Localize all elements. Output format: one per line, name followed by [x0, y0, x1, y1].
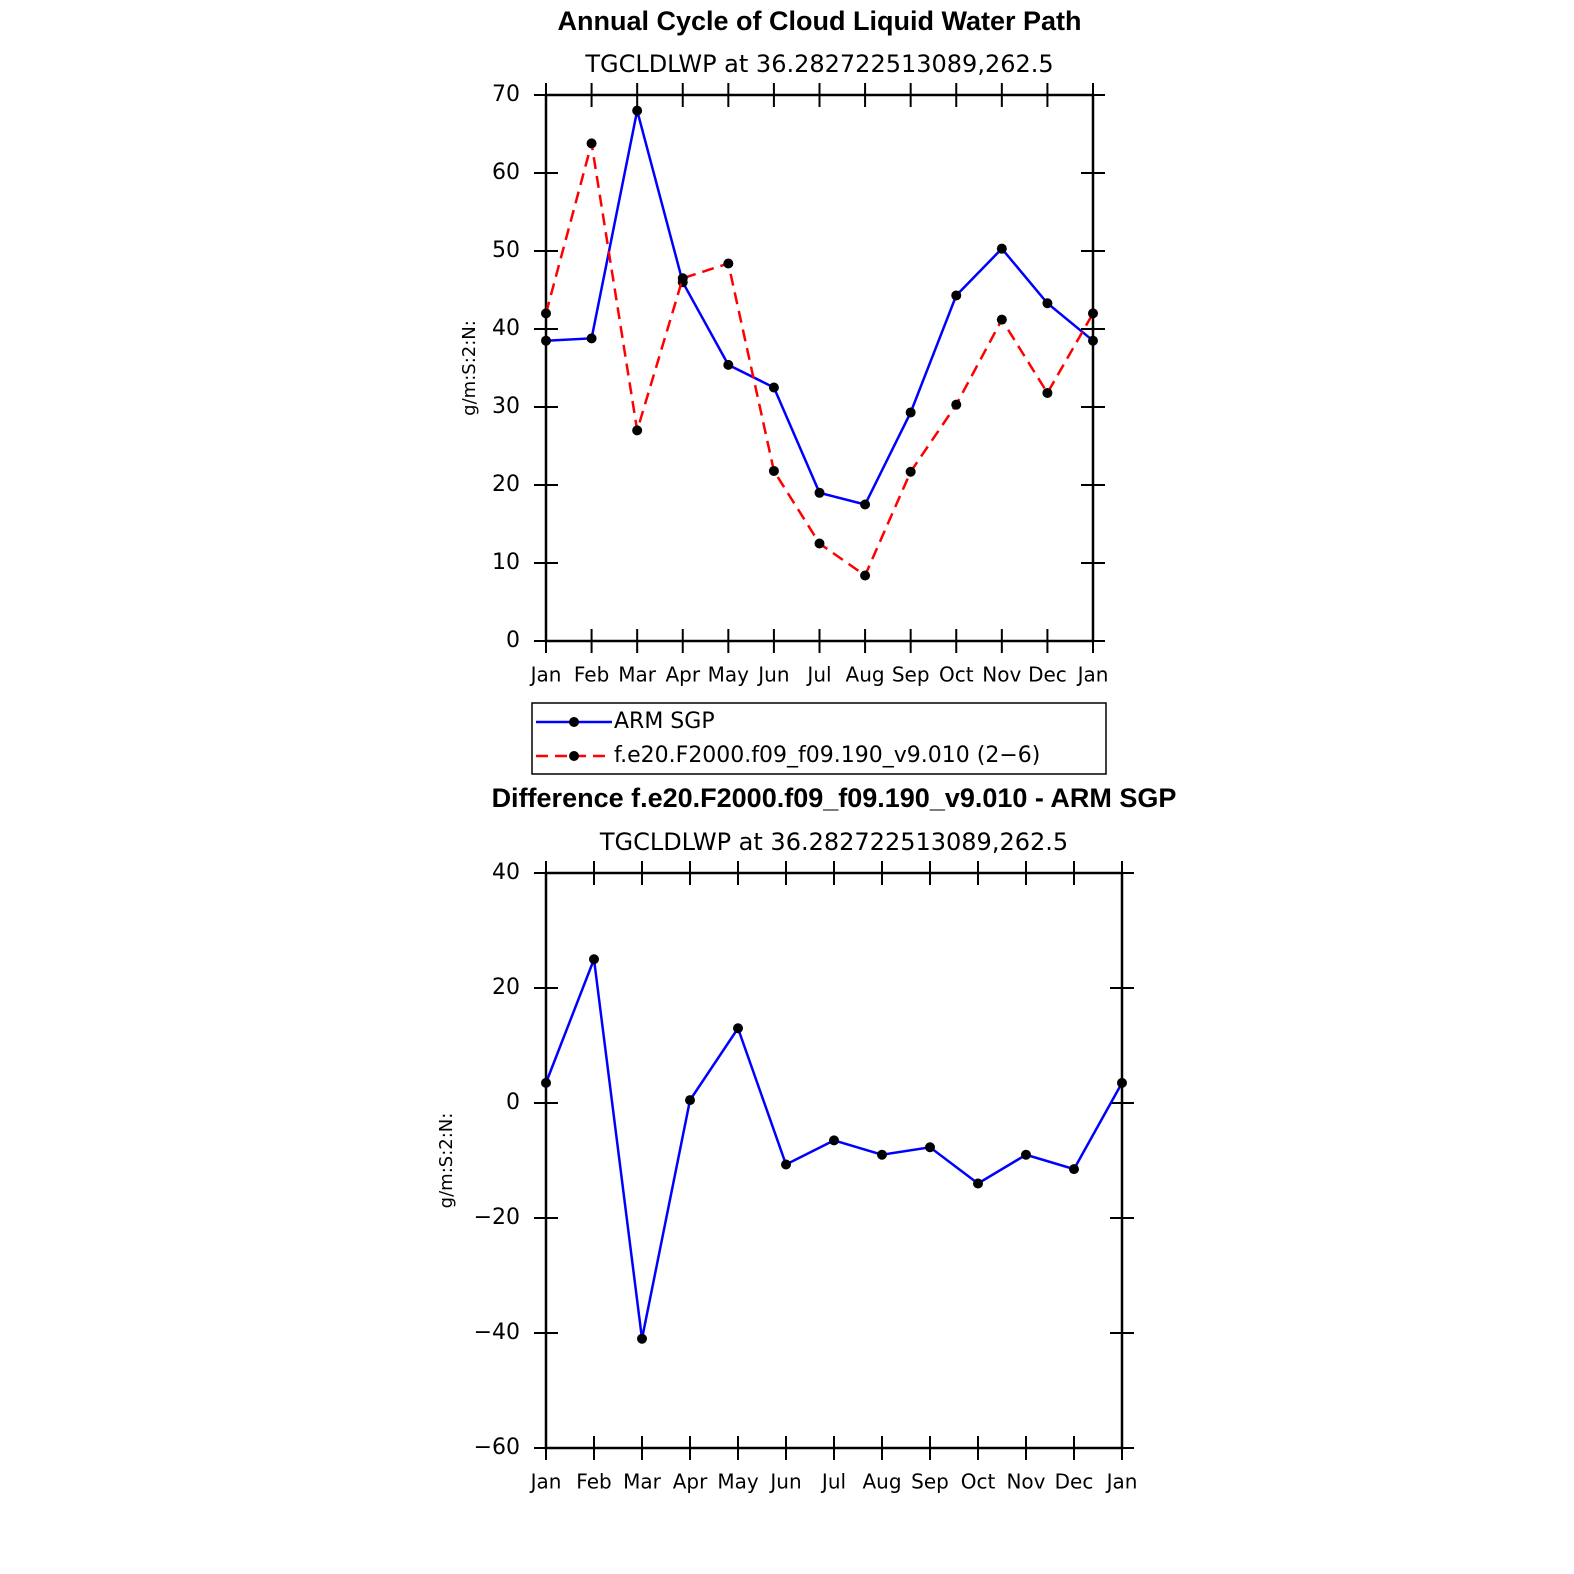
- x-tick-label: May: [717, 1470, 759, 1494]
- data-point: [905, 407, 916, 418]
- legend-box: [531, 702, 1107, 775]
- data-point: [829, 1135, 839, 1146]
- y-tick-label: 60: [492, 160, 520, 185]
- data-point: [1088, 308, 1098, 319]
- x-tick-label: May: [708, 663, 750, 687]
- x-tick-label: Dec: [1028, 663, 1067, 687]
- data-point: [637, 1333, 647, 1344]
- data-point: [951, 290, 962, 301]
- chart-title: Annual Cycle of Cloud Liquid Water Path: [557, 6, 1081, 36]
- data-point: [996, 243, 1007, 254]
- x-tick-label: Aug: [846, 663, 885, 687]
- data-point: [541, 1077, 551, 1088]
- data-point: [1042, 387, 1053, 398]
- x-tick-label: Jul: [820, 1470, 846, 1494]
- data-point: [586, 138, 597, 149]
- y-tick-label: 0: [506, 628, 520, 653]
- y-tick-label: 20: [492, 472, 520, 497]
- data-point: [768, 382, 779, 393]
- plot-frame: [544, 871, 1124, 1450]
- x-tick-label: Nov: [982, 663, 1021, 687]
- y-tick-label: 20: [492, 975, 520, 1000]
- data-point: [1042, 298, 1053, 309]
- data-point: [860, 570, 871, 581]
- legend-label: ARM SGP: [614, 709, 715, 734]
- y-tick-label: −20: [474, 1205, 520, 1230]
- x-tick-label: Feb: [576, 1470, 611, 1494]
- x-tick-label: Dec: [1055, 1470, 1094, 1494]
- data-point: [905, 466, 916, 477]
- data-point: [877, 1149, 887, 1160]
- x-tick-label: Sep: [911, 1470, 949, 1494]
- data-point: [951, 399, 962, 410]
- y-tick-label: −60: [474, 1435, 520, 1460]
- data-point: [632, 105, 643, 116]
- data-point: [632, 425, 643, 436]
- series-line: [544, 958, 1124, 1339]
- y-tick-label: 50: [492, 238, 520, 263]
- y-tick-label: 30: [492, 394, 520, 419]
- data-point: [814, 487, 825, 498]
- x-tick-label: Jan: [1105, 1470, 1138, 1494]
- data-point: [677, 273, 688, 284]
- data-point: [1117, 1077, 1127, 1088]
- x-tick-label: Oct: [939, 663, 974, 687]
- legend-label: f.e20.F2000.f09_f09.190_v9.010 (2−6): [614, 743, 1040, 768]
- data-point: [781, 1159, 791, 1170]
- x-tick-label: Jun: [756, 663, 789, 687]
- data-point: [1088, 335, 1098, 346]
- chart-subtitle: TGCLDLWP at 36.282722513089,262.5: [599, 828, 1068, 856]
- legend-marker: [569, 717, 579, 727]
- data-point: [860, 499, 871, 510]
- x-tick-label: Aug: [862, 1470, 901, 1494]
- series-line: [544, 143, 1095, 578]
- data-point: [685, 1095, 695, 1106]
- chart-subtitle: TGCLDLWP at 36.282722513089,262.5: [584, 50, 1053, 78]
- data-point: [733, 1023, 743, 1034]
- x-tick-label: Jan: [1076, 663, 1109, 687]
- x-tick-label: Sep: [892, 663, 930, 687]
- data-point: [541, 308, 551, 319]
- series-line: [545, 110, 1094, 506]
- legend-marker: [569, 751, 579, 761]
- x-tick-label: Nov: [1006, 1470, 1045, 1494]
- x-tick-label: Mar: [623, 1470, 662, 1494]
- x-tick-label: Feb: [574, 663, 609, 687]
- data-point: [723, 359, 734, 370]
- y-tick-label: −40: [474, 1320, 520, 1345]
- data-point: [723, 258, 734, 269]
- data-point: [1069, 1164, 1079, 1175]
- x-tick-label: Oct: [961, 1470, 996, 1494]
- x-tick-label: Jan: [529, 663, 562, 687]
- data-point: [586, 333, 597, 344]
- y-tick-label: 70: [492, 82, 520, 107]
- y-axis-label: g/m:S:2:N:: [459, 320, 480, 416]
- chart-title: Difference f.e20.F2000.f09_f09.190_v9.01…: [492, 783, 1177, 813]
- data-point: [589, 954, 599, 965]
- data-point: [973, 1178, 983, 1189]
- x-tick-label: Jul: [805, 663, 831, 687]
- y-tick-label: 40: [492, 860, 520, 885]
- y-axis-label: g/m:S:2:N:: [436, 1113, 457, 1209]
- x-tick-label: Apr: [673, 1470, 708, 1494]
- data-point: [541, 335, 551, 346]
- data-point: [996, 314, 1007, 325]
- data-point: [814, 538, 825, 549]
- data-point: [1021, 1149, 1031, 1160]
- data-point: [925, 1142, 935, 1153]
- y-tick-label: 0: [506, 1090, 520, 1115]
- x-tick-label: Apr: [665, 663, 700, 687]
- x-tick-label: Jun: [768, 1470, 801, 1494]
- data-point: [768, 465, 779, 476]
- y-tick-label: 10: [492, 550, 520, 575]
- x-tick-label: Jan: [529, 1470, 562, 1494]
- y-tick-label: 40: [492, 316, 520, 341]
- x-tick-label: Mar: [618, 663, 657, 687]
